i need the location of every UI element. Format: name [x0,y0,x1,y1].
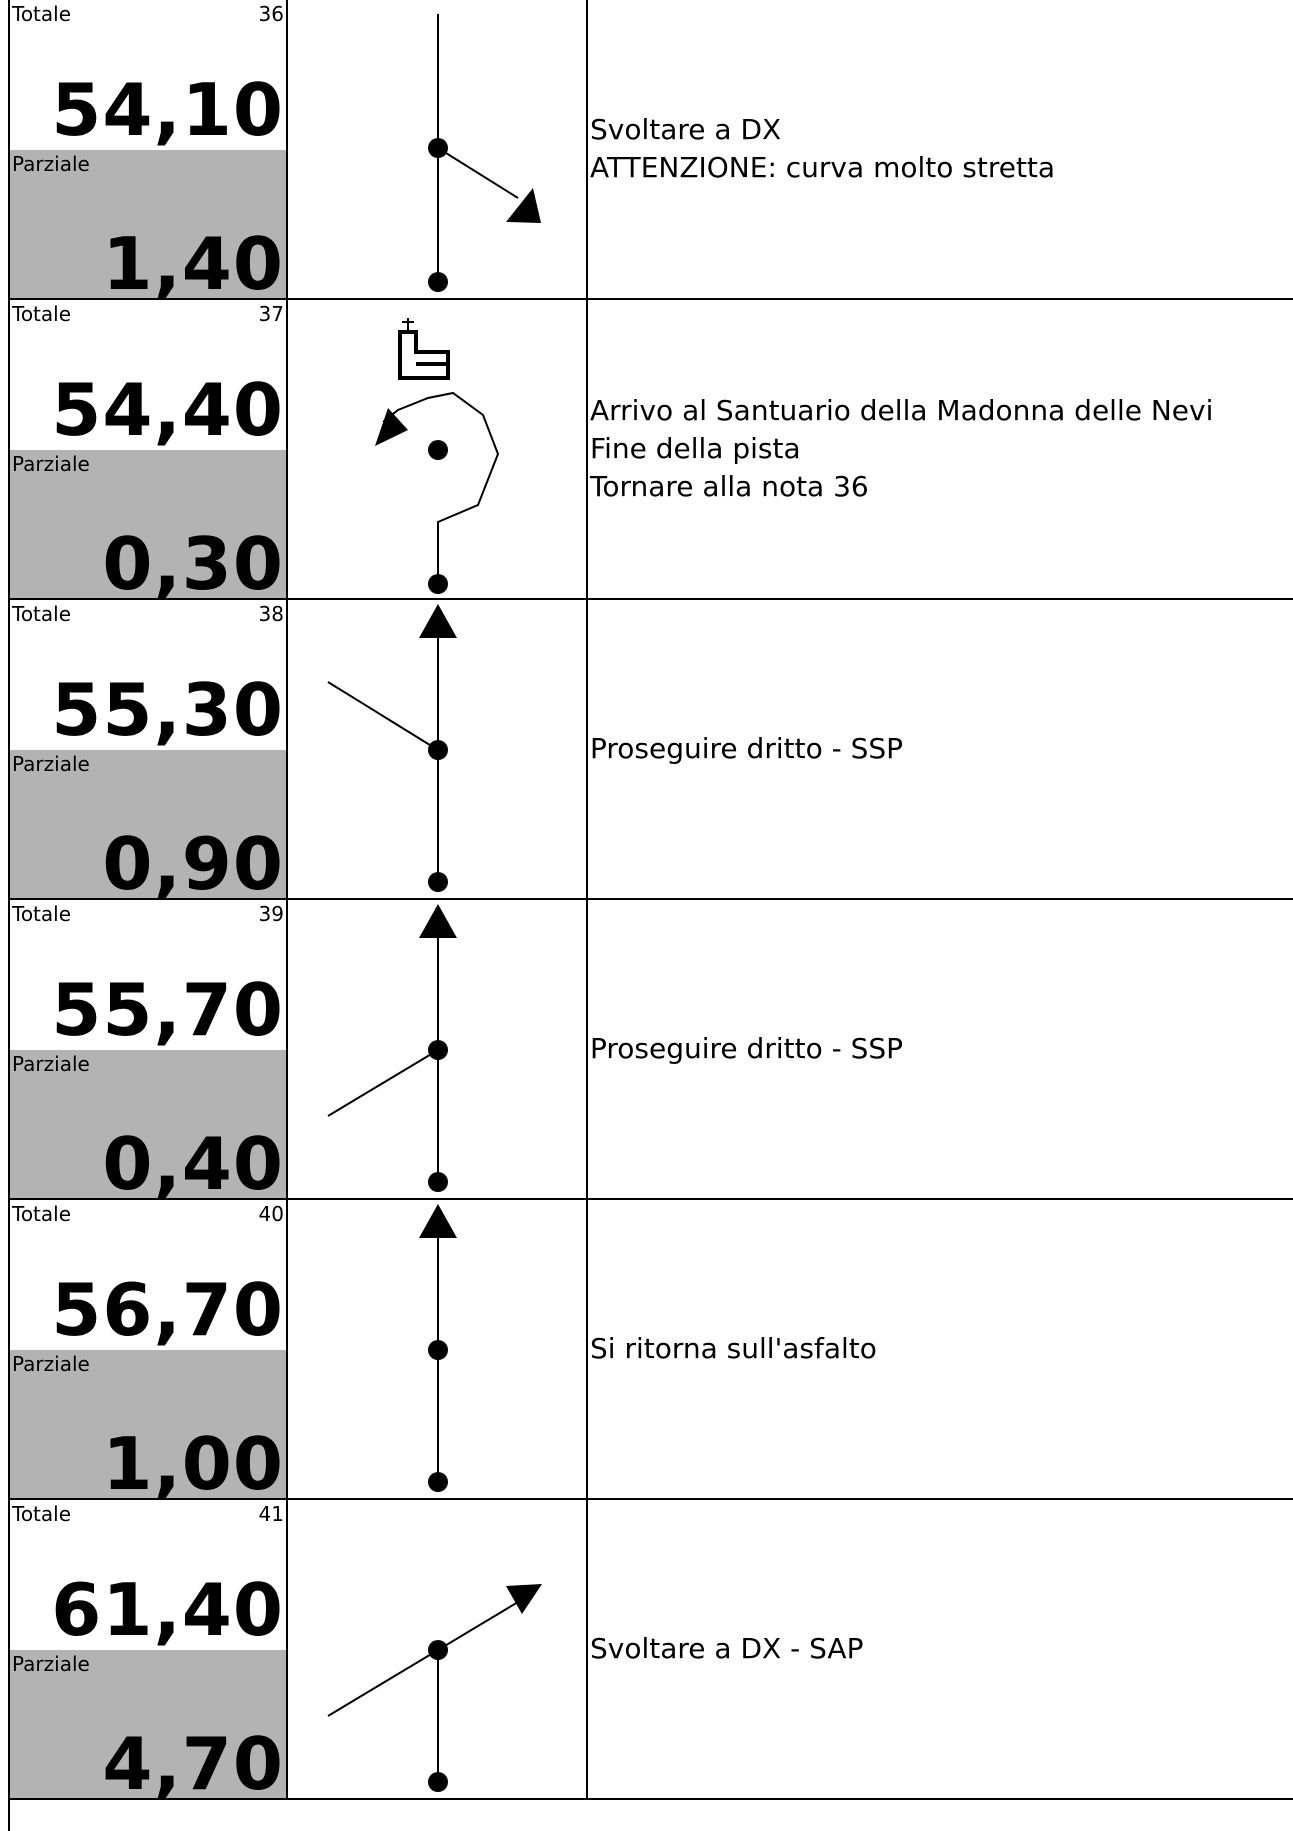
partial-distance: 0,30 [102,522,284,606]
parziale-label: Parziale [12,152,90,176]
totale-label: Totale [12,2,72,26]
partial-distance: 1,00 [102,1422,284,1506]
parziale-label: Parziale [12,1652,90,1676]
total-distance: 54,40 [51,368,284,452]
total-section: Totale 40 56,70 [10,1200,286,1350]
partial-section: Parziale 1,00 [10,1350,286,1506]
total-distance: 54,10 [51,68,284,152]
total-section: Totale 41 61,40 [10,1500,286,1650]
note-line: ATTENZIONE: curva molto stretta [590,151,1056,184]
totale-label: Totale [12,302,72,326]
distance-cell: Totale 41 61,40 Parziale 4,70 [8,1500,288,1806]
note-row-40: Totale 40 56,70 Parziale 1,00 Si ritorna… [8,1200,1293,1500]
straight-left-junction-icon [327,604,457,892]
roadbook-table: Totale 36 54,10 Parziale 1,40 Svoltare a… [8,0,1293,1800]
note-number: 39 [258,902,284,926]
right-turn-icon [327,1584,542,1792]
note-line: Arrivo al Santuario della Madonna delle … [590,394,1214,427]
partial-distance: 1,40 [102,222,284,306]
totale-label: Totale [12,1202,72,1226]
distance-cell: Totale 40 56,70 Parziale 1,00 [8,1200,288,1506]
note-row-41: Totale 41 61,40 Parziale 4,70 Svoltare a… [8,1500,1293,1800]
tulip-diagram-cell [288,0,588,298]
next-row-edge [8,1800,1293,1831]
totale-label: Totale [12,1502,72,1526]
distance-cell: Totale 38 55,30 Parziale 0,90 [8,600,288,906]
note-number: 41 [258,1502,284,1526]
total-distance: 56,70 [51,1268,284,1352]
tulip-diagram-cell [288,900,588,1198]
note-row-37: Totale 37 54,40 Parziale 0,30 [8,300,1293,600]
partial-section: Parziale 0,30 [10,450,286,606]
totale-label: Totale [12,602,72,626]
church-icon [398,318,450,380]
note-line: Svoltare a DX [590,113,782,146]
total-section: Totale 36 54,10 [10,0,286,150]
note-line: Si ritorna sull'asfalto [590,1332,877,1365]
partial-section: Parziale 4,70 [10,1650,286,1806]
straight-icon [419,1204,457,1492]
total-distance: 61,40 [51,1568,284,1652]
sharp-right-turn-icon [428,14,541,292]
partial-section: Parziale 0,90 [10,750,286,906]
note-number: 36 [258,2,284,26]
tulip-diagram-cell [288,300,588,598]
partial-distance: 0,40 [102,1122,284,1206]
partial-distance: 4,70 [102,1722,284,1806]
note-text-cell: Svoltare a DX ATTENZIONE: curva molto st… [590,0,1293,298]
note-number: 37 [258,302,284,326]
note-line: Tornare alla nota 36 [590,470,869,503]
tulip-diagram-cell [288,600,588,898]
note-text-cell: Arrivo al Santuario della Madonna delle … [590,300,1293,598]
note-row-36: Totale 36 54,10 Parziale 1,40 Svoltare a… [8,0,1293,300]
totale-label: Totale [12,902,72,926]
note-number: 40 [258,1202,284,1226]
tulip-diagram-cell [288,1200,588,1498]
parziale-label: Parziale [12,1052,90,1076]
straight-lower-left-junction-icon [327,904,457,1192]
distance-cell: Totale 37 54,40 Parziale 0,30 [8,300,288,606]
note-line: Fine della pista [590,432,801,465]
partial-section: Parziale 0,40 [10,1050,286,1206]
total-section: Totale 39 55,70 [10,900,286,1050]
note-text-cell: Svoltare a DX - SAP [590,1500,1293,1798]
note-text-cell: Proseguire dritto - SSP [590,900,1293,1198]
total-section: Totale 37 54,40 [10,300,286,450]
total-section: Totale 38 55,30 [10,600,286,750]
parziale-label: Parziale [12,1352,90,1376]
partial-distance: 0,90 [102,822,284,906]
note-text-cell: Si ritorna sull'asfalto [590,1200,1293,1498]
parziale-label: Parziale [12,452,90,476]
u-turn-church-icon [375,318,500,594]
total-distance: 55,70 [51,968,284,1052]
partial-section: Parziale 1,40 [10,150,286,306]
distance-cell: Totale 39 55,70 Parziale 0,40 [8,900,288,1206]
tulip-diagram-cell [288,1500,588,1798]
total-distance: 55,30 [51,668,284,752]
note-row-38: Totale 38 55,30 Parziale 0,90 Proseguire… [8,600,1293,900]
note-line: Proseguire dritto - SSP [590,732,904,765]
distance-cell: Totale 36 54,10 Parziale 1,40 [8,0,288,306]
note-number: 38 [258,602,284,626]
parziale-label: Parziale [12,752,90,776]
note-line: Proseguire dritto - SSP [590,1032,904,1065]
note-row-39: Totale 39 55,70 Parziale 0,40 Proseguire… [8,900,1293,1200]
note-text-cell: Proseguire dritto - SSP [590,600,1293,898]
note-line: Svoltare a DX - SAP [590,1632,864,1665]
